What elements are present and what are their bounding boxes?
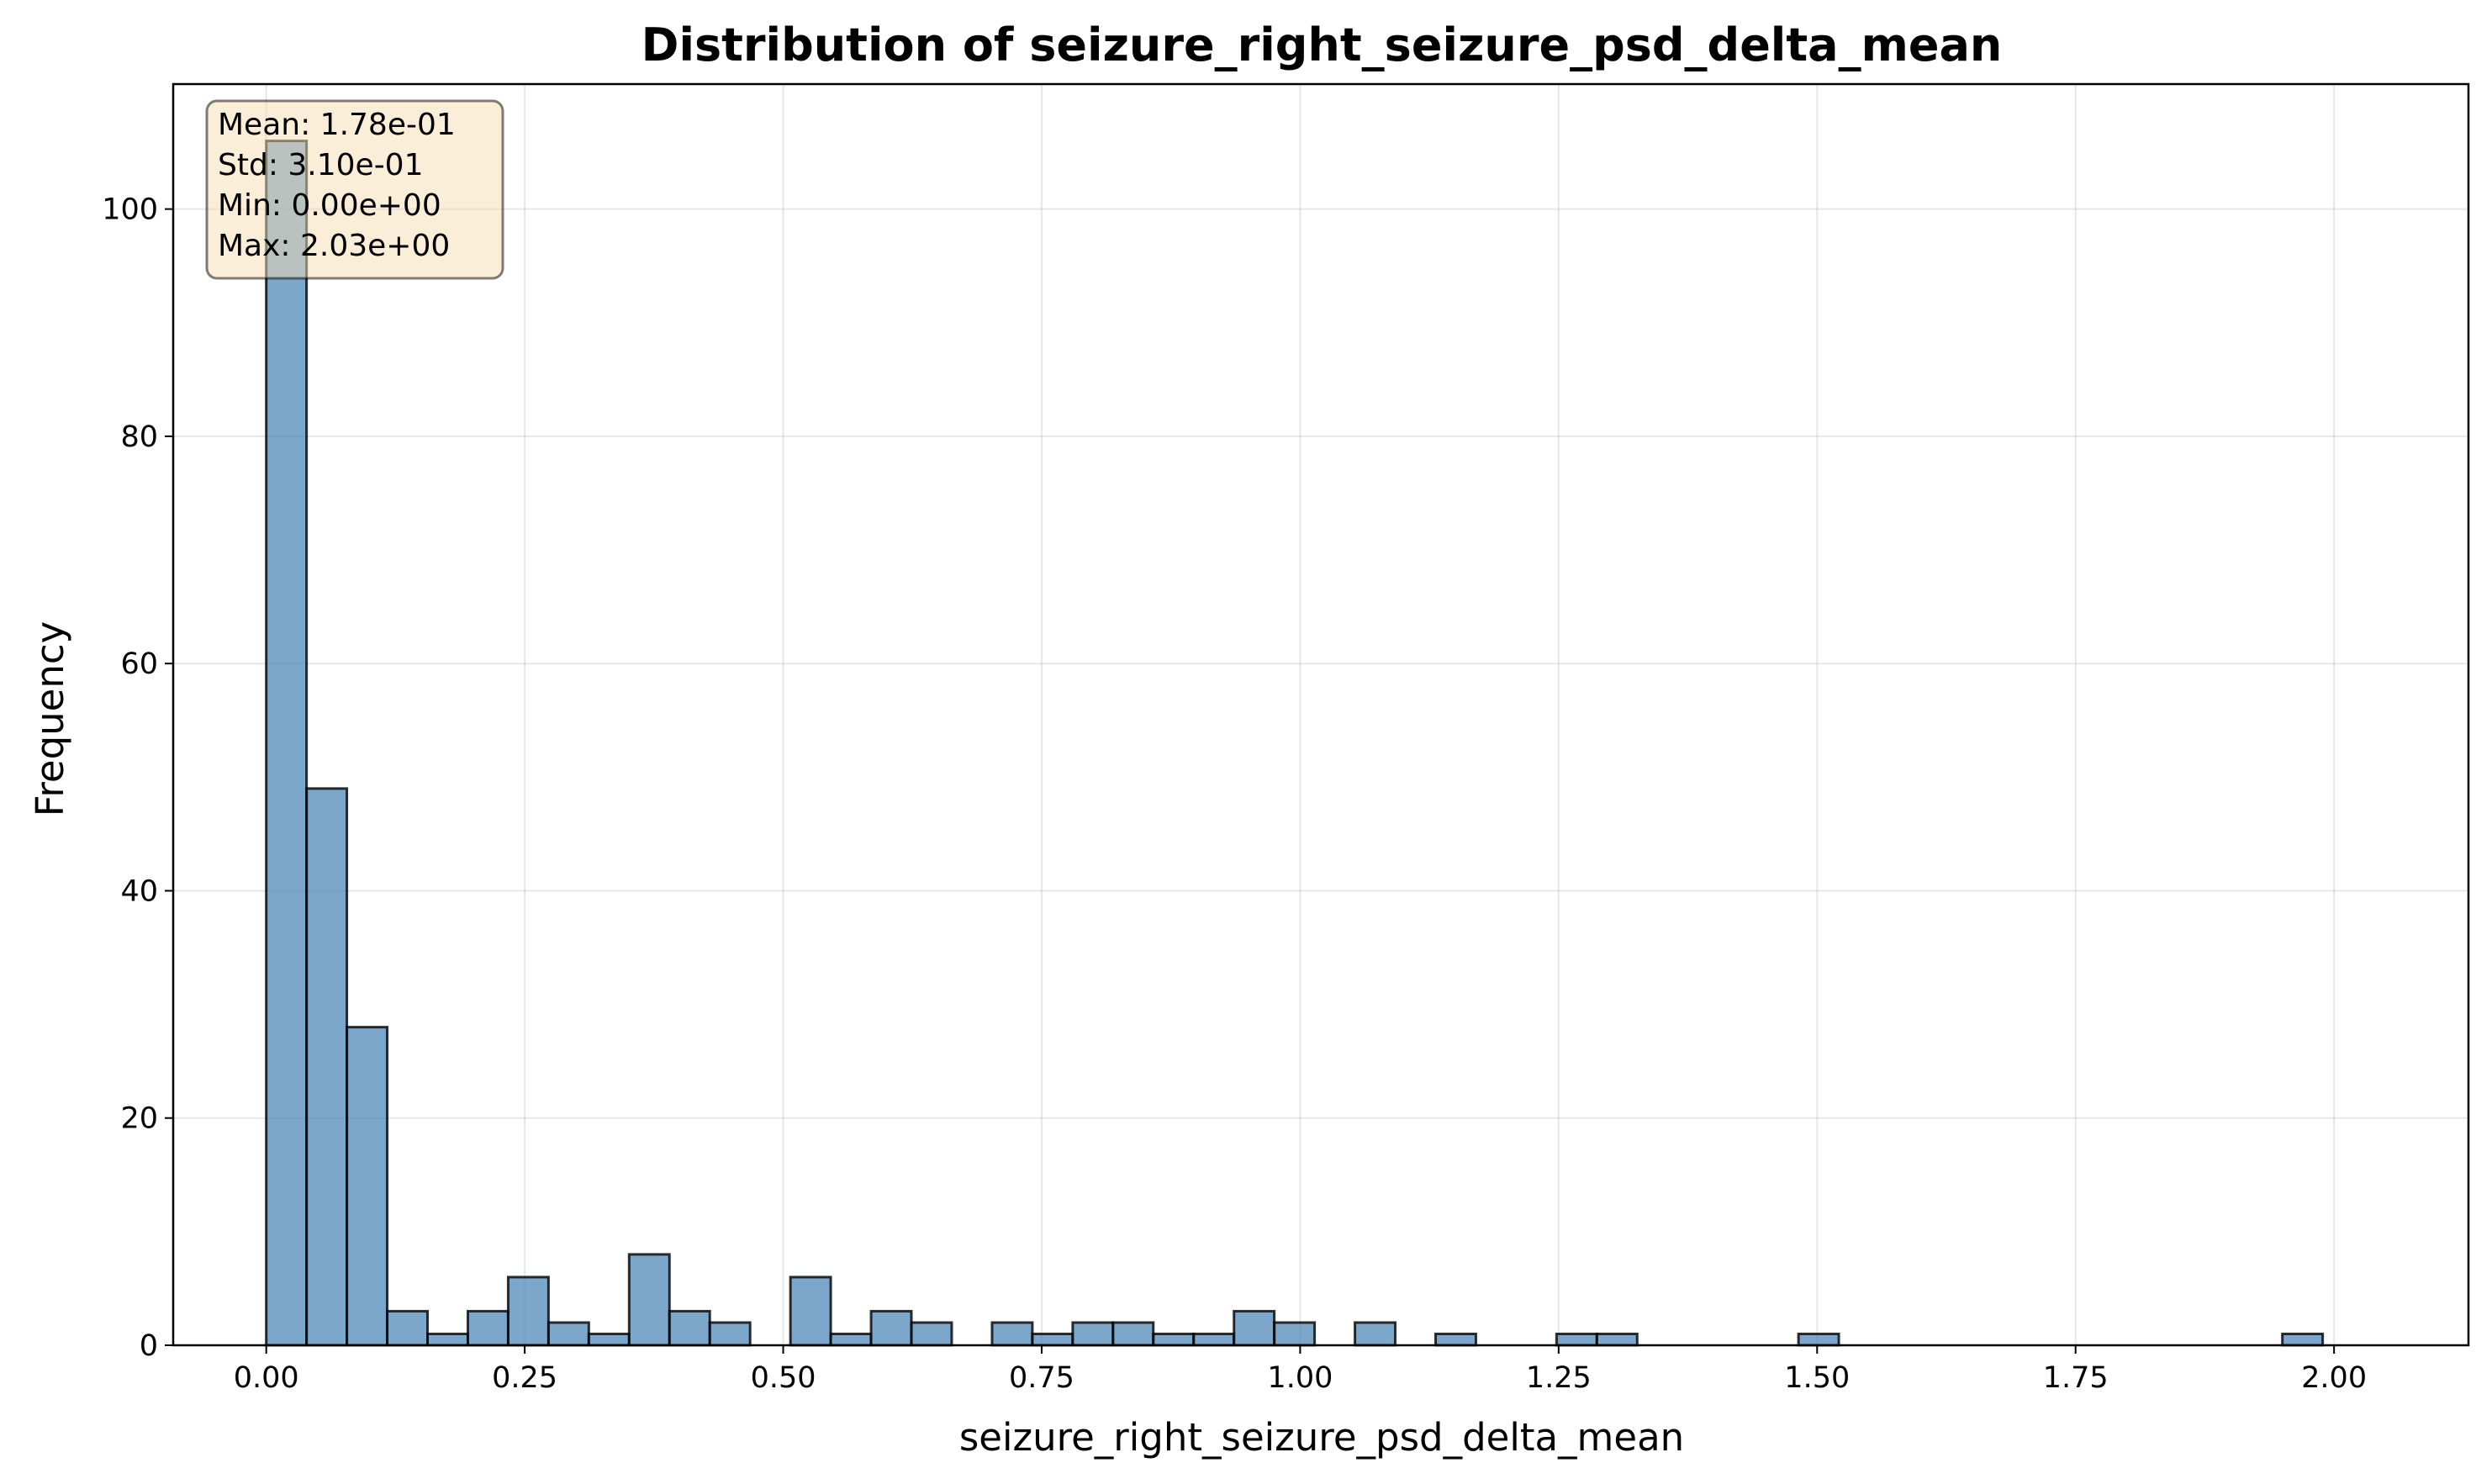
histogram-bar <box>869 1309 913 1347</box>
histogram-bar <box>265 140 309 1347</box>
histogram-bar <box>506 1275 550 1347</box>
x-tick-label: 1.00 <box>1267 1361 1333 1395</box>
histogram-bar <box>426 1332 469 1347</box>
x-tick-label: 1.25 <box>1526 1361 1592 1395</box>
histogram-bar <box>587 1332 631 1347</box>
x-tick-label: 0.50 <box>751 1361 816 1395</box>
stats-std: Std: 3.10e-01 <box>218 148 424 182</box>
histogram-bar <box>1071 1321 1115 1347</box>
histogram-bar <box>1797 1332 1840 1347</box>
histogram-bar <box>1434 1332 1477 1347</box>
stats-box: Mean: 1.78e-01 Std: 3.10e-01 Min: 0.00e+… <box>205 99 504 280</box>
stats-min: Min: 0.00e+00 <box>218 188 441 223</box>
histogram-bar <box>1354 1321 1397 1347</box>
histogram-bar <box>466 1309 509 1347</box>
histogram-bar <box>708 1321 752 1347</box>
histogram-bar <box>1595 1332 1639 1347</box>
histogram-bar <box>1111 1321 1155 1347</box>
y-axis-ticks: 0 20 40 60 80 100 <box>102 193 173 1363</box>
x-tick-label: 1.50 <box>1784 1361 1850 1395</box>
x-tick-label: 0.75 <box>1009 1361 1074 1395</box>
histogram-bar <box>546 1321 590 1347</box>
y-tick-label: 0 <box>140 1329 158 1363</box>
x-tick-label: 0.25 <box>492 1361 557 1395</box>
histogram-bar <box>789 1275 832 1347</box>
histogram-bar <box>1031 1332 1074 1347</box>
x-axis-ticks: 0.00 0.25 0.50 0.75 1.00 1.25 1.50 1.75 2.00 <box>234 1345 2367 1395</box>
histogram-bar <box>910 1321 953 1347</box>
y-tick-label: 80 <box>120 420 158 454</box>
histogram-bar <box>386 1309 430 1347</box>
histogram-bar <box>305 787 349 1347</box>
chart-title: Distribution of seizure_right_seizure_ps… <box>641 18 2003 71</box>
y-tick-label: 60 <box>120 647 158 681</box>
x-axis-label: seizure_right_seizure_psd_delta_mean <box>959 1415 1684 1460</box>
histogram-bar <box>1555 1332 1598 1347</box>
histogram-bar <box>829 1332 873 1347</box>
stats-box-background <box>205 99 504 280</box>
stats-max: Max: 2.03e+00 <box>218 229 450 263</box>
histogram-bar <box>2281 1332 2325 1347</box>
histogram-bar <box>627 1253 671 1347</box>
histogram-bar <box>1152 1332 1196 1347</box>
y-tick-label: 100 <box>102 193 158 227</box>
histogram-bar <box>1192 1332 1236 1347</box>
histogram-bar <box>990 1321 1034 1347</box>
y-tick-label: 40 <box>120 874 158 908</box>
y-tick-label: 20 <box>120 1102 158 1136</box>
histogram-bar <box>1273 1321 1317 1347</box>
x-tick-label: 1.75 <box>2043 1361 2109 1395</box>
histogram-bar <box>668 1309 711 1347</box>
histogram-bar <box>346 1026 389 1347</box>
x-tick-label: 2.00 <box>2301 1361 2367 1395</box>
plot-frame <box>172 82 2470 1347</box>
stats-mean: Mean: 1.78e-01 <box>218 108 456 142</box>
y-axis-label: Frequency <box>28 621 72 816</box>
x-tick-label: 0.00 <box>234 1361 299 1395</box>
histogram-bar <box>1233 1309 1276 1347</box>
